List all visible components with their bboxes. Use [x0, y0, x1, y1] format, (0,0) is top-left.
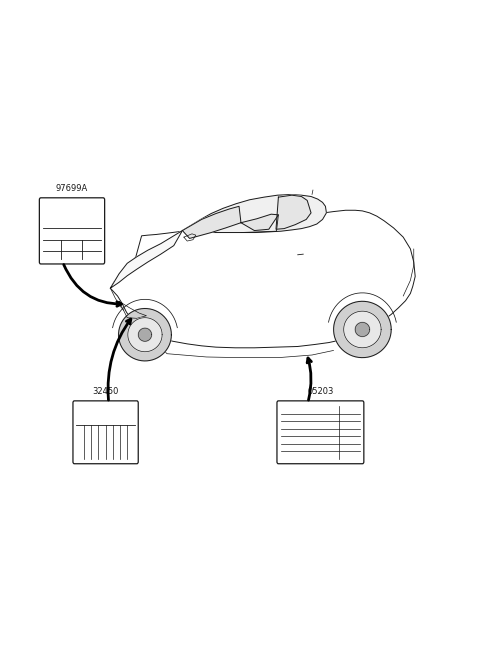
Polygon shape — [182, 206, 241, 238]
Polygon shape — [241, 214, 278, 231]
FancyBboxPatch shape — [39, 198, 105, 264]
Text: 05203: 05203 — [307, 387, 334, 396]
FancyBboxPatch shape — [277, 401, 364, 464]
Polygon shape — [128, 318, 162, 352]
Text: 32450: 32450 — [93, 387, 119, 396]
Polygon shape — [110, 231, 182, 288]
Polygon shape — [119, 309, 171, 361]
FancyBboxPatch shape — [73, 401, 138, 464]
Polygon shape — [334, 301, 391, 358]
Polygon shape — [138, 328, 152, 341]
Polygon shape — [355, 322, 370, 337]
Text: 97699A: 97699A — [56, 184, 88, 193]
Polygon shape — [344, 311, 381, 348]
Polygon shape — [182, 195, 326, 233]
Polygon shape — [276, 195, 311, 229]
Polygon shape — [110, 210, 415, 348]
